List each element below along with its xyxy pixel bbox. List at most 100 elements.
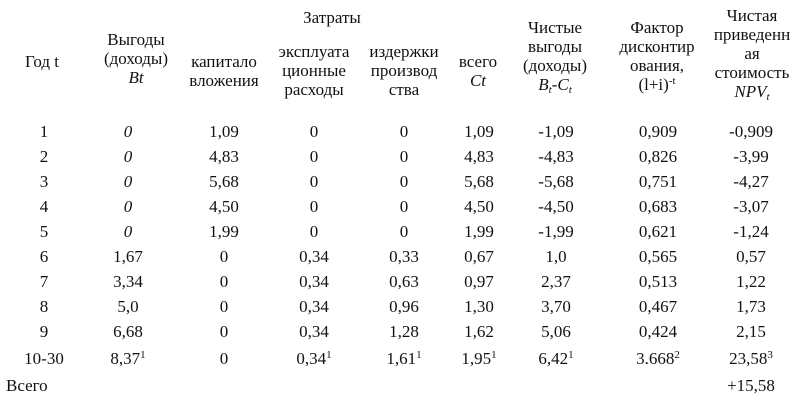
header-discount-line2: дисконтир <box>619 37 695 56</box>
cell-npv: 23,583 <box>729 349 773 368</box>
cell-benefit: 1,67 <box>113 247 143 266</box>
cell-production: 0,96 <box>389 297 419 316</box>
cell-capital: 1,99 <box>209 222 239 241</box>
cell-capital: 0 <box>219 247 229 266</box>
cell-total: 1,30 <box>464 297 494 316</box>
cell-benefit: 0 <box>123 197 133 216</box>
total-npv: +15,58 <box>727 376 775 395</box>
cell-net: -4,83 <box>538 147 574 166</box>
cell-operating: 0 <box>309 197 319 216</box>
cell-discount: 0,513 <box>638 272 678 291</box>
cell-npv: -1,24 <box>733 222 769 241</box>
header-operating-line2: ционные <box>282 61 346 80</box>
cell-discount: 0,424 <box>638 322 678 341</box>
cell-net: -1,99 <box>538 222 574 241</box>
cell-npv: 2,15 <box>736 322 766 341</box>
header-total: всего Ct <box>448 52 508 90</box>
cell-operating: 0 <box>309 147 319 166</box>
cell-production: 0 <box>399 222 409 241</box>
header-production: издержки производ ства <box>356 42 452 99</box>
total-label: Всего <box>6 376 48 395</box>
header-year-label: Год t <box>25 52 59 71</box>
cell-capital: 4,50 <box>209 197 239 216</box>
cell-year: 8 <box>39 297 49 316</box>
header-npv-line4: стоимость <box>714 63 790 82</box>
header-benefits-line2: (доходы) <box>104 49 168 68</box>
cell-operating: 0,34 <box>299 272 329 291</box>
cell-total: 0,97 <box>464 272 494 291</box>
cell-production: 1,611 <box>386 349 422 368</box>
header-operating-line1: эксплуата <box>278 42 350 61</box>
cell-discount: 0,621 <box>638 222 678 241</box>
cell-production: 0 <box>399 147 409 166</box>
header-net-line1: Чистые <box>527 18 583 37</box>
cell-net: 2,37 <box>541 272 571 291</box>
cell-npv: 1,22 <box>736 272 766 291</box>
header-npv-line2: приведенн <box>713 25 791 44</box>
header-production-line1: издержки <box>369 42 439 61</box>
cell-year: 9 <box>39 322 49 341</box>
cell-npv: -3,07 <box>733 197 769 216</box>
header-benefits: Выгоды (доходы) Bt <box>84 30 188 87</box>
cell-benefit: 5,0 <box>117 297 139 316</box>
cell-production: 0 <box>399 197 409 216</box>
cell-year: 3 <box>39 172 49 191</box>
cell-capital: 1,09 <box>209 122 239 141</box>
cell-year: 7 <box>39 272 49 291</box>
header-benefits-symbol: Bt <box>128 68 144 87</box>
cell-year: 1 <box>39 122 49 141</box>
cell-net: 3,70 <box>541 297 571 316</box>
cell-net: 1,0 <box>545 247 567 266</box>
cell-benefit: 3,34 <box>113 272 143 291</box>
header-net-line3: (доходы) <box>523 56 587 75</box>
cell-discount: 0,467 <box>638 297 678 316</box>
cell-benefit: 6,68 <box>113 322 143 341</box>
header-npv-line3: ая <box>744 44 760 63</box>
cell-year: 6 <box>39 247 49 266</box>
header-operating: эксплуата ционные расходы <box>264 42 364 99</box>
cell-benefit: 0 <box>123 122 133 141</box>
header-year: Год t <box>8 52 76 71</box>
cell-operating: 0,341 <box>296 349 332 368</box>
header-capital-line2: вложения <box>189 71 259 90</box>
cell-operating: 0,34 <box>299 247 329 266</box>
cell-net: -5,68 <box>538 172 574 191</box>
cell-discount: 0,751 <box>638 172 678 191</box>
cell-production: 1,28 <box>389 322 419 341</box>
cell-discount: 0,909 <box>638 122 678 141</box>
header-discount: Фактор дисконтир ования, (l+i)-t <box>604 18 710 94</box>
cell-total: 4,50 <box>464 197 494 216</box>
header-net-line2: выгоды <box>527 37 583 56</box>
cell-net: 5,06 <box>541 322 571 341</box>
cell-operating: 0 <box>309 122 319 141</box>
header-npv-symbol: NPVt <box>734 82 770 103</box>
cell-operating: 0 <box>309 222 319 241</box>
header-discount-line3: ования, <box>629 56 685 75</box>
cell-discount: 3.6682 <box>636 349 680 368</box>
cell-capital: 5,68 <box>209 172 239 191</box>
cell-total: 1,09 <box>464 122 494 141</box>
cell-benefit: 0 <box>123 172 133 191</box>
cell-total: 1,99 <box>464 222 494 241</box>
cell-total: 0,67 <box>464 247 494 266</box>
cell-capital: 4,83 <box>209 147 239 166</box>
cell-year: 5 <box>39 222 49 241</box>
header-net-symbol: Bt-Ct <box>538 75 572 96</box>
header-costs-group-label: Затраты <box>303 8 361 27</box>
header-benefits-line1: Выгоды <box>107 30 165 49</box>
cell-capital: 0 <box>219 272 229 291</box>
header-total-symbol: Ct <box>469 71 487 90</box>
header-production-line2: производ <box>370 61 438 80</box>
header-npv: Чистая приведенн ая стоимость NPVt <box>704 6 800 103</box>
cell-npv: -0,909 <box>729 122 773 141</box>
header-discount-line4: (l+i)-t <box>638 75 676 94</box>
cell-benefit: 0 <box>123 147 133 166</box>
cell-year: 4 <box>39 197 49 216</box>
header-capital: капитало вложения <box>176 52 272 90</box>
cell-capital: 0 <box>219 349 229 368</box>
cell-net: -4,50 <box>538 197 574 216</box>
cell-npv: -3,99 <box>733 147 769 166</box>
cell-operating: 0,34 <box>299 322 329 341</box>
header-production-line3: ства <box>388 80 420 99</box>
cell-year: 10-30 <box>24 349 64 368</box>
